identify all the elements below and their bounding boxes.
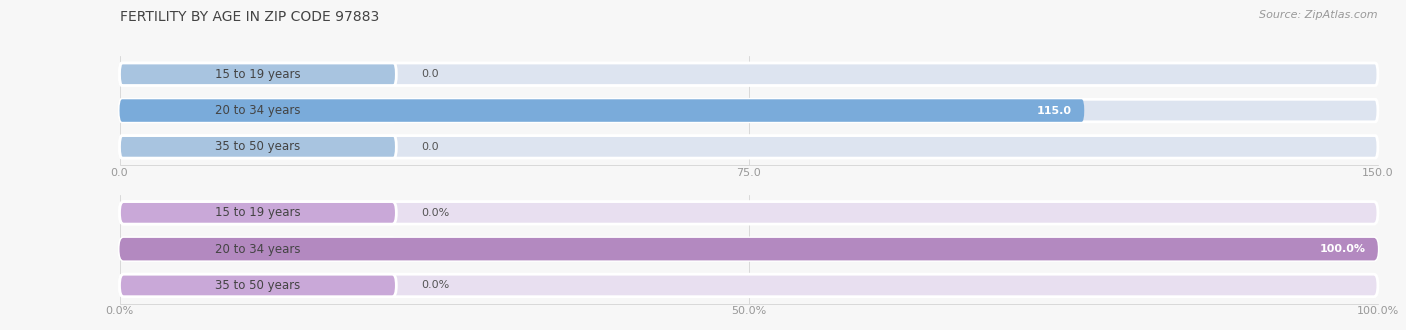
Text: 20 to 34 years: 20 to 34 years [215, 104, 301, 117]
Text: 15 to 19 years: 15 to 19 years [215, 68, 301, 81]
FancyBboxPatch shape [120, 238, 1378, 260]
FancyBboxPatch shape [120, 63, 1378, 85]
Text: 100.0%: 100.0% [1319, 244, 1365, 254]
Text: 0.0%: 0.0% [422, 208, 450, 218]
Text: 35 to 50 years: 35 to 50 years [215, 140, 301, 153]
FancyBboxPatch shape [120, 238, 396, 260]
Text: 35 to 50 years: 35 to 50 years [215, 279, 301, 292]
Text: 0.0%: 0.0% [422, 280, 450, 290]
Text: Source: ZipAtlas.com: Source: ZipAtlas.com [1260, 10, 1378, 20]
Text: 115.0: 115.0 [1036, 106, 1071, 116]
FancyBboxPatch shape [120, 274, 396, 297]
Text: 15 to 19 years: 15 to 19 years [215, 206, 301, 219]
FancyBboxPatch shape [120, 99, 1084, 122]
FancyBboxPatch shape [120, 238, 1378, 260]
FancyBboxPatch shape [120, 202, 396, 224]
FancyBboxPatch shape [120, 99, 1378, 122]
FancyBboxPatch shape [120, 136, 396, 158]
FancyBboxPatch shape [120, 99, 396, 122]
Text: 0.0: 0.0 [422, 142, 439, 152]
Text: 20 to 34 years: 20 to 34 years [215, 243, 301, 256]
Text: FERTILITY BY AGE IN ZIP CODE 97883: FERTILITY BY AGE IN ZIP CODE 97883 [120, 10, 378, 24]
FancyBboxPatch shape [120, 202, 1378, 224]
Text: 0.0: 0.0 [422, 69, 439, 79]
FancyBboxPatch shape [120, 136, 1378, 158]
FancyBboxPatch shape [120, 274, 1378, 297]
FancyBboxPatch shape [120, 63, 396, 85]
